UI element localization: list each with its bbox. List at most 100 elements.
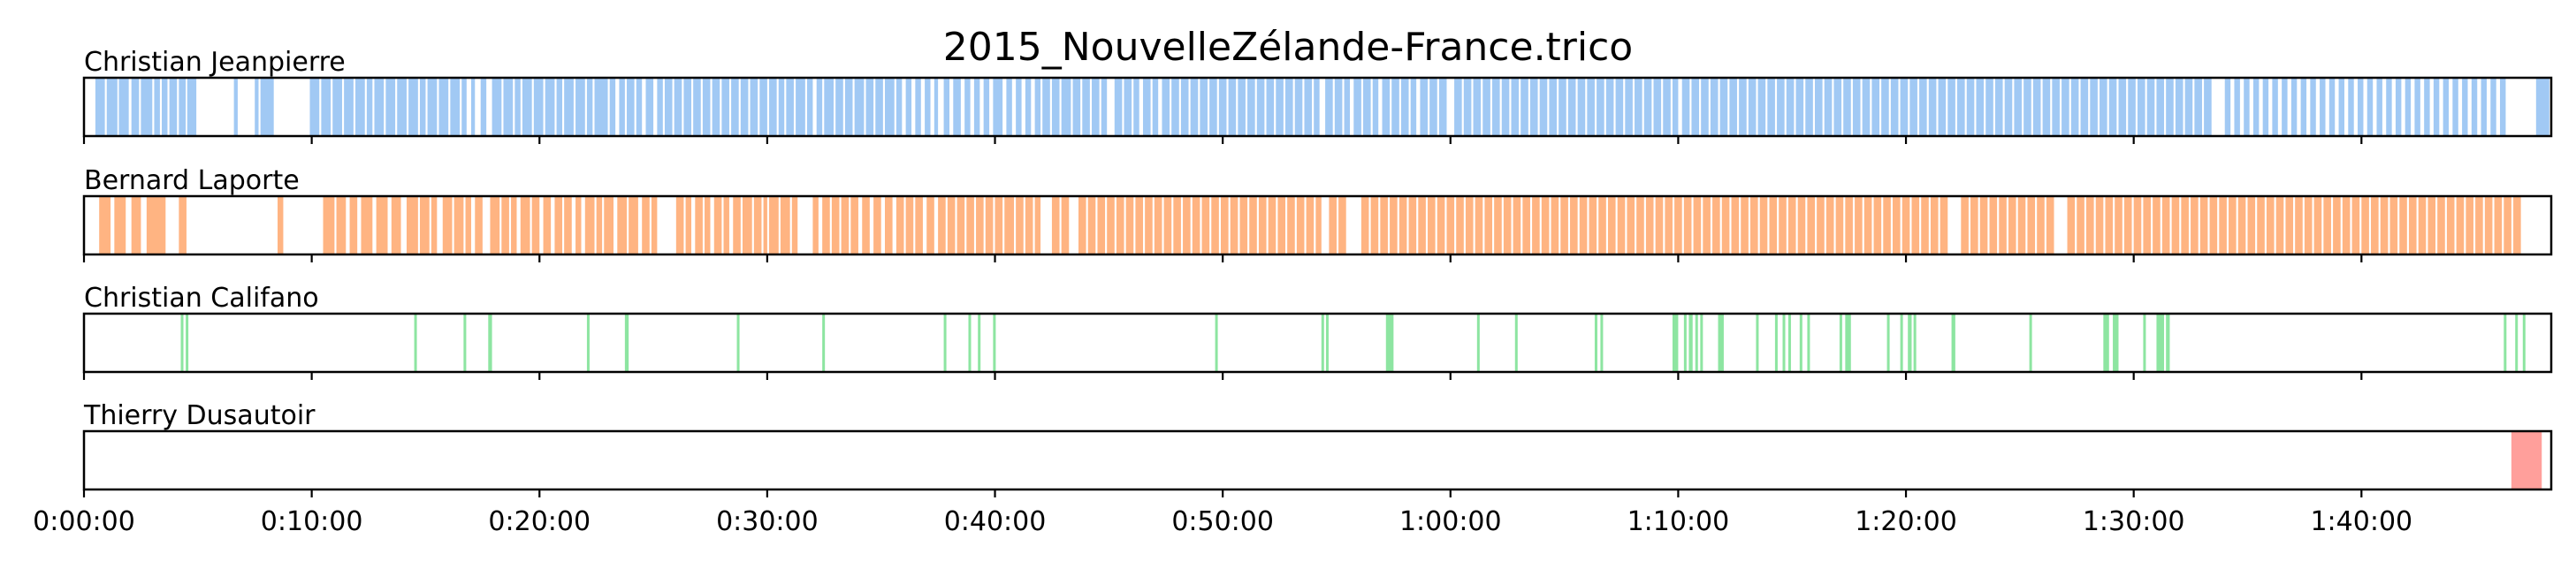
interval-bar (1769, 196, 1778, 254)
interval-bar (778, 78, 785, 136)
interval-bar (2143, 196, 2151, 254)
interval-bar (1238, 78, 1246, 136)
interval-bar (685, 196, 692, 254)
interval-bar (1114, 78, 1123, 136)
interval-bar (2500, 78, 2506, 136)
interval-bar (442, 196, 453, 254)
interval-bar (763, 196, 767, 254)
interval-bar (1615, 78, 1624, 136)
interval-bar (575, 196, 582, 254)
track-frame (82, 194, 2553, 256)
interval-bar (1329, 196, 1337, 254)
interval-bar (146, 196, 166, 254)
interval-bar (938, 196, 946, 254)
interval-bar (1890, 78, 1899, 136)
interval-bar (141, 78, 153, 136)
interval-bar (545, 78, 555, 136)
interval-bar (742, 196, 752, 254)
interval-bar (1304, 78, 1313, 136)
interval-bar (1643, 78, 1652, 136)
x-axis: 0:00:00 0:10:00 0:20:00 0:30:00 0:40:00 0:50:… (33, 506, 2412, 537)
interval-bar (873, 196, 881, 254)
interval-bar (1475, 196, 1483, 254)
interval-bar (925, 78, 931, 136)
interval-bar (1863, 196, 1872, 254)
interval-bar (651, 196, 658, 254)
interval-bar (2437, 196, 2445, 254)
interval-bar (1567, 78, 1576, 136)
interval-bar (816, 78, 823, 136)
interval-bar (2037, 196, 2045, 254)
interval-bar (1370, 196, 1379, 254)
interval-bar (683, 78, 692, 136)
interval-bar (2062, 78, 2069, 136)
interval-bar (1886, 314, 1890, 372)
interval-bar (1142, 78, 1151, 136)
interval-bar (1587, 78, 1595, 136)
interval-bar (1900, 314, 1903, 372)
interval-bar (2351, 196, 2360, 254)
interval-bar (2399, 196, 2407, 254)
interval-bar (2342, 196, 2351, 254)
interval-bar (1200, 78, 1208, 136)
interval-bar (180, 314, 184, 372)
interval-bar (956, 196, 965, 254)
interval-bar (1390, 196, 1398, 254)
interval-bar (1731, 196, 1740, 254)
interval-bar (465, 196, 471, 254)
interval-bar (1845, 314, 1851, 372)
interval-bar (636, 78, 643, 136)
interval-bar (812, 196, 819, 254)
interval-bar (926, 196, 934, 254)
interval-bar (2191, 196, 2199, 254)
interval-bar (1843, 78, 1851, 136)
interval-bar (733, 196, 741, 254)
interval-bar (564, 196, 572, 254)
interval-bar (1833, 78, 1842, 136)
interval-bar (2133, 196, 2142, 254)
interval-bar (564, 78, 574, 136)
interval-bar (854, 78, 865, 136)
interval-bar (1839, 314, 1842, 372)
interval-bar (2128, 78, 2136, 136)
interval-bar (586, 314, 590, 372)
interval-bar (1994, 78, 2003, 136)
interval-bar (896, 196, 904, 254)
interval-bar (2462, 78, 2468, 136)
interval-bar (1930, 196, 1939, 254)
interval-bar (1247, 78, 1255, 136)
interval-bar (1325, 78, 1333, 136)
interval-bar (796, 78, 805, 136)
interval-bar (1663, 78, 1671, 136)
interval-bar (1125, 196, 1134, 254)
chart-title: 2015_NouvelleZélande-France.trico (943, 25, 1633, 70)
interval-bar (1482, 78, 1490, 136)
interval-bar (2511, 431, 2542, 489)
interval-bar (1782, 314, 1786, 372)
interval-bar (1814, 78, 1823, 136)
interval-bar (1465, 196, 1474, 254)
interval-bar (131, 196, 141, 254)
interval-bar (2161, 196, 2170, 254)
interval-bar (2017, 196, 2026, 254)
interval-bar (594, 78, 608, 136)
interval-bar (1655, 196, 1664, 254)
interval-bar (964, 78, 971, 136)
interval-bar (1913, 314, 1917, 372)
interval-bar (1315, 196, 1322, 254)
interval-bar (1703, 196, 1711, 254)
interval-bar (1353, 78, 1361, 136)
interval-bar (759, 78, 767, 136)
interval-bar (1082, 78, 1090, 136)
interval-bar (514, 78, 521, 136)
interval-bar (943, 78, 949, 136)
x-tick-label: 0:00:00 (33, 506, 135, 537)
interval-bar (1989, 196, 1998, 254)
interval-bar (349, 196, 358, 254)
interval-bar (420, 196, 430, 254)
interval-bar (179, 196, 187, 254)
interval-bar (522, 78, 532, 136)
interval-bar (1636, 196, 1644, 254)
interval-bar (2522, 314, 2526, 372)
interval-bar (2046, 196, 2054, 254)
